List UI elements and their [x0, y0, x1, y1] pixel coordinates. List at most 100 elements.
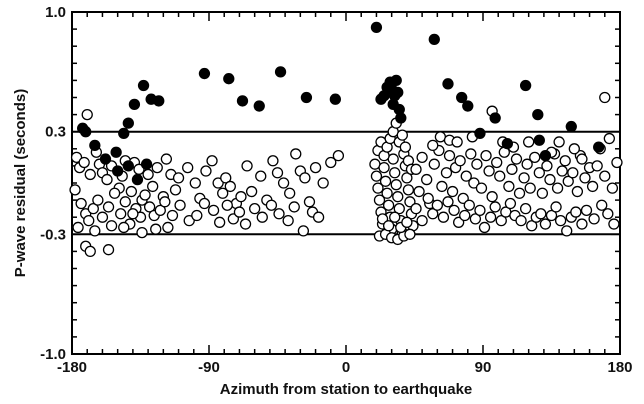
open-data-point	[288, 201, 300, 213]
filled-data-point	[223, 73, 235, 85]
open-data-point	[551, 182, 564, 194]
y-tick-label: -0.3	[40, 226, 66, 243]
open-data-point	[84, 168, 96, 181]
open-data-point	[166, 209, 179, 222]
open-data-point	[142, 168, 154, 181]
open-data-point	[544, 173, 556, 186]
filled-data-point	[80, 126, 92, 138]
x-axis-title: Azimuth from station to earthquake	[220, 381, 473, 398]
open-data-point	[191, 209, 203, 222]
open-data-point	[297, 225, 310, 237]
filled-data-point	[128, 98, 141, 110]
open-data-point	[70, 151, 83, 164]
open-data-point	[273, 208, 285, 220]
open-data-point	[381, 187, 393, 199]
open-data-point	[599, 170, 611, 182]
open-data-point	[325, 156, 337, 169]
open-data-point	[162, 221, 174, 234]
open-data-point	[172, 172, 185, 184]
open-data-point	[428, 158, 440, 170]
open-data-point	[518, 172, 530, 184]
open-data-point	[118, 221, 130, 234]
filled-data-point	[89, 139, 101, 152]
open-data-point	[245, 185, 258, 198]
open-data-point	[256, 211, 268, 223]
open-data-point	[370, 170, 383, 182]
y-axis-title: P-wave residual (seconds)	[12, 89, 29, 277]
open-data-point	[332, 149, 345, 162]
open-data-point	[200, 165, 212, 177]
open-data-point	[154, 204, 166, 217]
open-data-point	[576, 218, 588, 230]
filled-data-point	[137, 79, 150, 92]
open-data-point	[317, 177, 329, 189]
open-data-point	[561, 225, 573, 237]
open-data-point	[465, 148, 477, 160]
open-data-point	[136, 226, 148, 239]
open-data-point	[535, 208, 547, 220]
filled-data-point	[519, 79, 532, 92]
open-data-point	[491, 156, 503, 169]
open-data-point	[603, 132, 615, 145]
open-data-point	[159, 196, 171, 208]
filled-data-point	[236, 95, 249, 107]
open-data-point	[373, 194, 386, 206]
data-points	[69, 21, 623, 258]
open-data-point	[451, 136, 463, 148]
open-data-point	[143, 201, 156, 213]
open-data-point	[536, 187, 549, 199]
open-data-point	[220, 172, 232, 184]
open-data-point	[235, 191, 247, 203]
open-data-point	[390, 179, 402, 191]
open-data-point	[379, 175, 392, 187]
filled-data-point	[274, 66, 287, 78]
open-data-point	[550, 201, 562, 213]
open-data-point	[576, 153, 588, 165]
filled-data-point	[395, 112, 407, 124]
open-data-point	[608, 218, 620, 230]
open-data-point	[290, 148, 302, 160]
open-data-point	[519, 202, 532, 215]
open-data-point	[389, 167, 401, 179]
filled-data-point	[300, 91, 313, 104]
open-data-point	[469, 213, 482, 225]
open-data-point	[212, 177, 224, 189]
open-data-point	[147, 180, 159, 193]
open-data-point	[312, 211, 325, 223]
filled-data-point	[593, 141, 605, 153]
open-data-point	[207, 204, 220, 217]
open-data-point	[150, 223, 162, 235]
open-data-point	[217, 187, 229, 199]
open-data-point	[539, 218, 552, 230]
filled-data-point	[532, 108, 544, 121]
open-data-point	[102, 201, 115, 213]
open-data-point	[521, 158, 533, 170]
open-data-point	[410, 163, 422, 175]
filled-data-point	[390, 74, 402, 87]
open-data-point	[125, 185, 138, 198]
open-data-point	[529, 151, 541, 164]
filled-data-point	[118, 127, 130, 140]
open-data-point	[421, 173, 433, 186]
open-data-point	[489, 201, 501, 213]
open-data-point	[495, 214, 507, 227]
open-data-point	[239, 218, 252, 230]
open-data-point	[169, 184, 182, 196]
open-data-point	[504, 197, 517, 210]
open-data-point	[443, 149, 456, 162]
filled-data-point	[253, 100, 265, 112]
filled-data-point	[198, 67, 211, 80]
open-data-point	[241, 160, 253, 172]
filled-data-point	[501, 138, 514, 150]
open-data-point	[471, 158, 483, 170]
open-data-point	[127, 208, 139, 220]
open-data-point	[378, 161, 390, 174]
open-data-point	[284, 187, 296, 199]
open-data-point	[571, 185, 584, 198]
open-data-point	[468, 177, 480, 189]
open-data-point	[105, 220, 118, 232]
axis-ticks	[71, 11, 621, 355]
open-data-point	[586, 180, 599, 193]
y-tick-label: -1.0	[40, 346, 66, 363]
